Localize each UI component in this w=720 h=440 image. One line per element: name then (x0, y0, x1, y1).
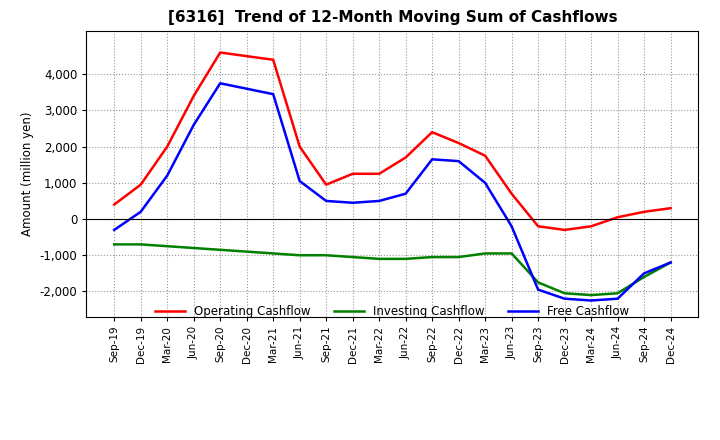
Free Cashflow (216, 81, 225, 86)
Investing Cashflow (534, 280, 542, 285)
Operating Cashflow (348, 171, 357, 176)
Investing Cashflow (587, 293, 595, 298)
Investing Cashflow (216, 247, 225, 253)
Investing Cashflow (375, 256, 384, 261)
Operating Cashflow (269, 57, 277, 62)
Investing Cashflow (163, 244, 171, 249)
Free Cashflow (560, 296, 569, 301)
Investing Cashflow (613, 291, 622, 296)
Line: Operating Cashflow: Operating Cashflow (114, 52, 670, 230)
Free Cashflow (587, 298, 595, 303)
Investing Cashflow (666, 260, 675, 265)
Investing Cashflow (110, 242, 119, 247)
Free Cashflow (375, 198, 384, 204)
Operating Cashflow (481, 153, 490, 158)
Free Cashflow (613, 296, 622, 301)
Y-axis label: Amount (million yen): Amount (million yen) (21, 112, 34, 236)
Operating Cashflow (428, 129, 436, 135)
Operating Cashflow (666, 205, 675, 211)
Investing Cashflow (243, 249, 251, 254)
Operating Cashflow (110, 202, 119, 207)
Free Cashflow (136, 209, 145, 214)
Operating Cashflow (454, 140, 463, 146)
Operating Cashflow (613, 215, 622, 220)
Operating Cashflow (189, 93, 198, 99)
Operating Cashflow (401, 155, 410, 160)
Investing Cashflow (136, 242, 145, 247)
Operating Cashflow (243, 54, 251, 59)
Free Cashflow (110, 227, 119, 233)
Line: Free Cashflow: Free Cashflow (114, 83, 670, 301)
Investing Cashflow (508, 251, 516, 256)
Operating Cashflow (322, 182, 330, 187)
Free Cashflow (189, 122, 198, 128)
Free Cashflow (322, 198, 330, 204)
Free Cashflow (508, 224, 516, 229)
Free Cashflow (163, 173, 171, 178)
Investing Cashflow (560, 291, 569, 296)
Investing Cashflow (295, 253, 304, 258)
Free Cashflow (401, 191, 410, 196)
Investing Cashflow (481, 251, 490, 256)
Investing Cashflow (428, 254, 436, 260)
Investing Cashflow (640, 274, 649, 279)
Free Cashflow (243, 86, 251, 92)
Operating Cashflow (163, 144, 171, 149)
Line: Investing Cashflow: Investing Cashflow (114, 244, 670, 295)
Operating Cashflow (560, 227, 569, 233)
Operating Cashflow (375, 171, 384, 176)
Operating Cashflow (640, 209, 649, 214)
Legend: Operating Cashflow, Investing Cashflow, Free Cashflow: Operating Cashflow, Investing Cashflow, … (150, 300, 634, 323)
Operating Cashflow (534, 224, 542, 229)
Operating Cashflow (136, 182, 145, 187)
Title: [6316]  Trend of 12-Month Moving Sum of Cashflows: [6316] Trend of 12-Month Moving Sum of C… (168, 11, 617, 26)
Operating Cashflow (295, 144, 304, 149)
Investing Cashflow (269, 251, 277, 256)
Investing Cashflow (401, 256, 410, 261)
Investing Cashflow (454, 254, 463, 260)
Investing Cashflow (189, 246, 198, 251)
Investing Cashflow (348, 254, 357, 260)
Operating Cashflow (508, 191, 516, 196)
Free Cashflow (481, 180, 490, 186)
Free Cashflow (348, 200, 357, 205)
Operating Cashflow (216, 50, 225, 55)
Free Cashflow (428, 157, 436, 162)
Free Cashflow (666, 260, 675, 265)
Free Cashflow (295, 178, 304, 183)
Free Cashflow (640, 271, 649, 276)
Free Cashflow (454, 158, 463, 164)
Free Cashflow (269, 92, 277, 97)
Free Cashflow (534, 287, 542, 292)
Investing Cashflow (322, 253, 330, 258)
Operating Cashflow (587, 224, 595, 229)
